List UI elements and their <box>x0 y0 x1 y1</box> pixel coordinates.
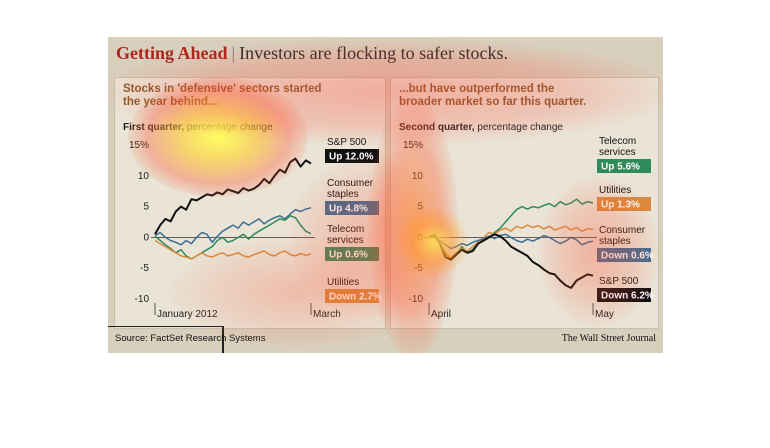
legend-value-label: Up 12.0% <box>329 152 374 163</box>
legend-series-name: Consumer <box>599 225 646 236</box>
legend-series-name: staples <box>599 236 631 247</box>
legend-series-name: Utilities <box>599 185 631 196</box>
series-line <box>428 198 594 260</box>
legend-series-name: Utilities <box>327 277 359 288</box>
legend-value-badge <box>597 248 651 262</box>
title-headline: Investors are flocking to safer stocks. <box>239 43 509 63</box>
legend-value-label: Up 4.8% <box>329 204 368 215</box>
legend-value-label: Up 1.3% <box>601 200 640 211</box>
legend-value-badge <box>597 197 651 211</box>
source-note: Source: FactSet Research Systems <box>115 333 266 344</box>
legend-value-label: Down 0.6% <box>601 251 654 262</box>
chart-figure: Getting Ahead | Investors are flocking to … <box>108 37 663 353</box>
y-tick-label: 5 <box>143 202 149 213</box>
y-tick-label: -10 <box>135 294 150 305</box>
x-tick-label: May <box>595 309 614 320</box>
y-tick-label: 10 <box>412 171 424 182</box>
series-line <box>428 233 594 289</box>
chart-title: Getting Ahead | Investors are flocking to … <box>116 43 508 64</box>
legend-value-label: Up 0.6% <box>329 250 368 261</box>
legend-value-badge <box>597 159 651 173</box>
series-line <box>428 224 594 259</box>
legend-series-name: Telecom <box>599 136 636 147</box>
panel-second-quarter: ...but have outperformed the broader mar… <box>390 77 659 329</box>
legend-value-badge <box>325 149 379 163</box>
series-line <box>154 239 312 260</box>
x-tick-label: April <box>431 309 451 320</box>
legend-series-name: staples <box>327 189 359 200</box>
legend-value-label: Up 5.6% <box>601 162 640 173</box>
panel-first-quarter: Stocks in 'defensive' sectors started th… <box>114 77 386 329</box>
legend-series-name: S&P 500 <box>327 137 367 148</box>
legend-value-badge <box>325 247 379 261</box>
series-line <box>154 215 312 260</box>
y-tick-label: 15% <box>129 140 149 151</box>
y-tick-label: -5 <box>140 263 149 274</box>
y-tick-label: -10 <box>409 294 424 305</box>
y-tick-label: 15% <box>403 140 423 151</box>
title-separator: | <box>231 43 236 63</box>
y-tick-label: 5 <box>417 202 423 213</box>
title-kicker: Getting Ahead <box>116 43 228 63</box>
y-tick-label: 0 <box>417 232 423 243</box>
legend-series-name: services <box>599 147 636 158</box>
corner-rule-vertical <box>222 326 224 353</box>
plot-first-quarter: 15% 10 5 0 -5 -10 January 2012 March S&P 500 Up 1… <box>129 137 382 320</box>
x-tick-label: January 2012 <box>157 309 218 320</box>
publisher-credit: The Wall Street Journal <box>561 333 656 344</box>
y-tick-label: -5 <box>414 263 423 274</box>
legend-value-badge <box>325 201 379 215</box>
legend-series-name: Consumer <box>327 178 374 189</box>
legend-series-name: services <box>327 235 364 246</box>
legend-series-name: Telecom <box>327 224 364 235</box>
y-tick-label: 0 <box>143 232 149 243</box>
corner-rule <box>108 326 223 327</box>
x-tick-label: March <box>313 309 341 320</box>
legend-value-badge <box>597 288 651 302</box>
measure-rest: percentage change <box>474 122 563 133</box>
legend-value-label: Down 2.7% <box>329 292 382 303</box>
y-tick-label: 10 <box>138 171 150 182</box>
legend-value-label: Down 6.2% <box>601 291 654 302</box>
legend-series-name: S&P 500 <box>599 276 639 287</box>
series-line <box>154 157 312 235</box>
series-line <box>154 207 312 246</box>
legend-value-badge <box>325 289 379 303</box>
